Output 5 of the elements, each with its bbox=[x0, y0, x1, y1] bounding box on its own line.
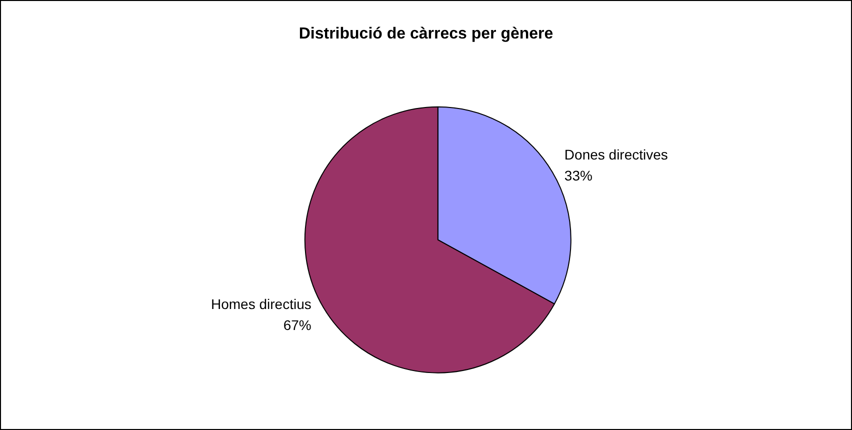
slice-label: Dones directives bbox=[564, 146, 668, 162]
data-label: 67% bbox=[283, 317, 312, 334]
slice-label: Homes directius bbox=[210, 296, 312, 312]
data-label: 33% bbox=[564, 167, 592, 184]
chart-title: Distribució de càrrecs per gènere bbox=[298, 26, 554, 42]
